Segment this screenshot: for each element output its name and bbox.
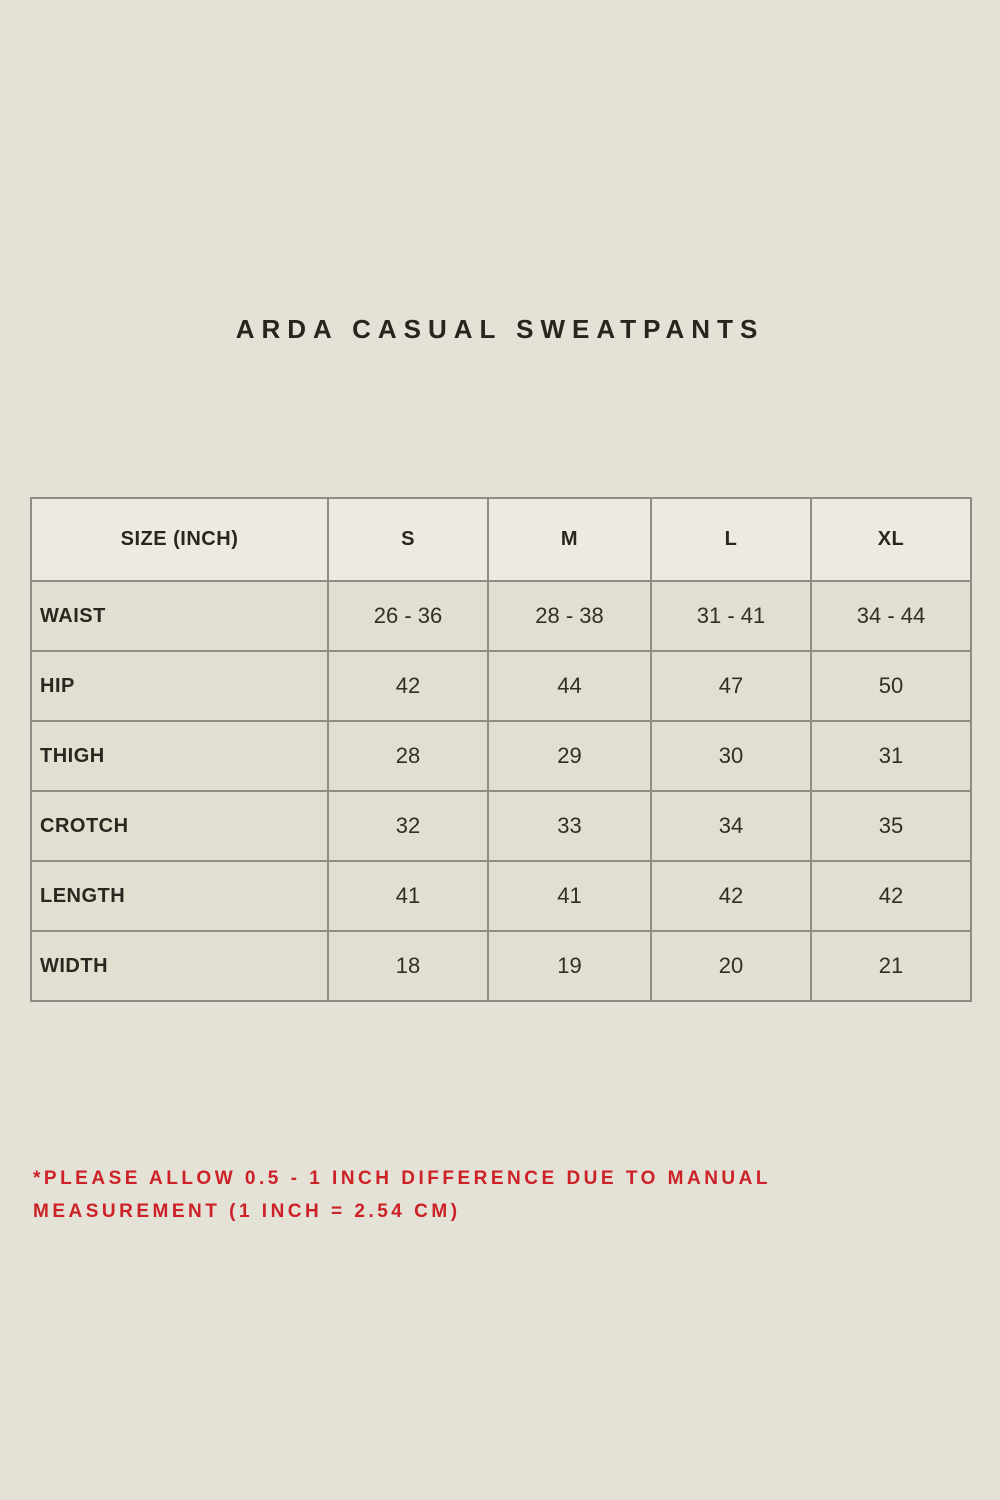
measurement-cell: 21 [810,930,972,1002]
table-row: THIGH 28 29 30 31 [30,720,972,792]
measurement-cell: 50 [810,650,972,722]
page-title: ARDA CASUAL SWEATPANTS [235,314,765,344]
measurement-cell: 26 - 36 [327,580,489,652]
size-chart-table: SIZE (INCH) S M L XL WAIST 26 - 36 28 - 38 31 -… [30,497,972,1002]
measurement-cell: 30 [650,720,812,792]
table-row: CROTCH 32 33 34 35 [30,790,972,862]
row-label: HIP [30,650,329,722]
table-row: WAIST 26 - 36 28 - 38 31 - 41 34 - 44 [30,580,972,652]
row-label: THIGH [30,720,329,792]
measurement-cell: 33 [487,790,652,862]
table-body: WAIST 26 - 36 28 - 38 31 - 41 34 - 44 HIP 42 44… [30,580,972,1002]
header-cell-size-m: M [487,497,652,582]
measurement-cell: 31 - 41 [650,580,812,652]
measurement-cell: 41 [327,860,489,932]
header-cell-size-s: S [327,497,489,582]
measurement-cell: 34 - 44 [810,580,972,652]
measurement-cell: 18 [327,930,489,1002]
measurement-cell: 34 [650,790,812,862]
measurement-cell: 32 [327,790,489,862]
row-label: LENGTH [30,860,329,932]
table-row: LENGTH 41 41 42 42 [30,860,972,932]
header-row: SIZE (INCH) S M L XL [30,497,972,582]
measurement-cell: 42 [327,650,489,722]
measurement-cell: 44 [487,650,652,722]
header-cell-size-unit: SIZE (INCH) [30,497,329,582]
measurement-cell: 28 [327,720,489,792]
measurement-cell: 41 [487,860,652,932]
measurement-cell: 20 [650,930,812,1002]
table-row: HIP 42 44 47 50 [30,650,972,722]
measurement-cell: 19 [487,930,652,1002]
measurement-cell: 35 [810,790,972,862]
measurement-cell: 28 - 38 [487,580,652,652]
header-cell-size-l: L [650,497,812,582]
measurement-cell: 29 [487,720,652,792]
row-label: WAIST [30,580,329,652]
measurement-cell: 42 [810,860,972,932]
measurement-cell: 47 [650,650,812,722]
measurement-cell: 42 [650,860,812,932]
table-row: WIDTH 18 19 20 21 [30,930,972,1002]
row-label: WIDTH [30,930,329,1002]
measurement-cell: 31 [810,720,972,792]
measurement-disclaimer: *PLEASE ALLOW 0.5 - 1 INCH DIFFERENCE DU… [33,1168,771,1222]
header-cell-size-xl: XL [810,497,972,582]
row-label: CROTCH [30,790,329,862]
